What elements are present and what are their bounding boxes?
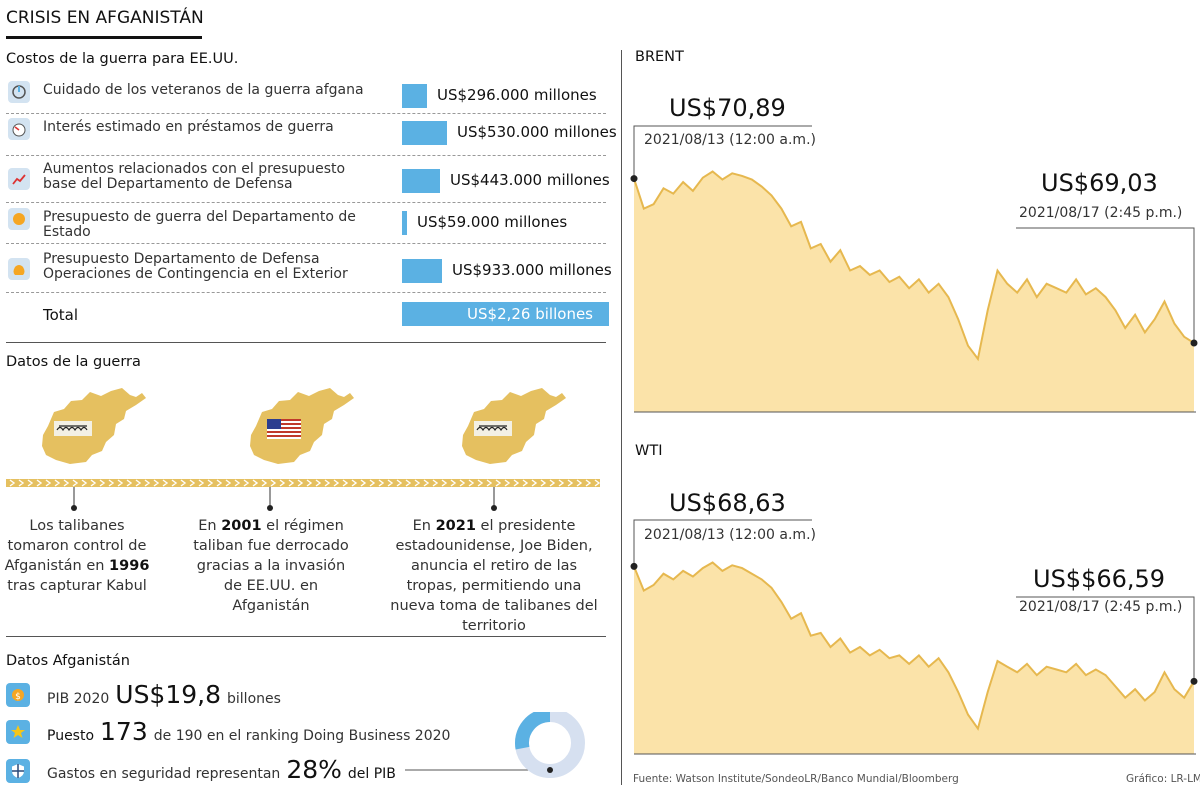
wti-area-chart	[630, 519, 1198, 755]
coin-icon	[8, 208, 30, 230]
wti-line	[633, 561, 1195, 731]
rank-suffix: de 190 en el ranking Doing Business 2020	[153, 728, 451, 744]
row-separator	[6, 113, 606, 114]
cost-label: Presupuesto de guerra del Departamento d…	[43, 209, 356, 240]
donut-leader-dot	[547, 767, 553, 773]
column-divider	[621, 50, 622, 785]
timeline-dot-1996	[71, 505, 77, 511]
brent-end-price: US$69,03	[1041, 169, 1158, 197]
trend-up-icon	[8, 168, 30, 190]
veterans-icon	[8, 81, 30, 103]
brent-start-leader	[633, 125, 812, 179]
star-icon	[6, 720, 30, 744]
timeline-band	[6, 479, 601, 487]
row-separator	[6, 202, 606, 203]
cost-bar	[402, 84, 427, 108]
wti-end-price: US$$66,59	[1033, 565, 1166, 593]
cost-value: US$530.000 millones	[457, 123, 617, 141]
afg-heading: Datos Afganistán	[6, 653, 130, 669]
gdp-value: US$19,8	[115, 680, 222, 709]
wti-end-date: 2021/08/17 (2:45 p.m.)	[1019, 599, 1183, 615]
row-separator	[6, 292, 606, 293]
cost-bar	[402, 259, 442, 283]
rank-value: 173	[100, 717, 148, 746]
war-timeline	[6, 388, 601, 511]
wti-area	[634, 562, 1194, 754]
brent-start-price: US$70,89	[669, 94, 786, 122]
timeline-dot-2021	[491, 505, 497, 511]
timeline-dot-2001	[267, 505, 273, 511]
event-2001: En 2001 el régimen taliban fue derrocado…	[193, 518, 349, 614]
cost-value: US$443.000 millones	[450, 171, 610, 189]
cost-bar	[402, 211, 407, 235]
cost-bar	[402, 169, 440, 193]
total-label: Total	[43, 306, 79, 324]
row-separator	[6, 243, 606, 244]
wti-chart-title: WTI	[635, 443, 663, 459]
coin-icon: $	[6, 683, 30, 707]
gdp-suffix: billones	[227, 691, 281, 707]
cost-label: Cuidado de los veteranos de la guerra af…	[43, 82, 364, 98]
wti-end-leader	[1016, 596, 1195, 682]
money-bag-icon	[8, 258, 30, 280]
rank-prefix: Puesto	[47, 728, 95, 744]
war-heading: Datos de la guerra	[6, 354, 141, 370]
cost-label: Presupuesto Departamento de Defensa Oper…	[43, 251, 348, 282]
brent-start-point	[630, 175, 638, 183]
page-title: CRISIS EN AFGANISTÁN	[6, 8, 204, 28]
source-note: Fuente: Watson Institute/SondeoLR/Banco …	[633, 773, 959, 785]
event-2021: En 2021 el presidente estadounidense, Jo…	[390, 518, 598, 634]
afghanistan-map-2001	[250, 388, 354, 464]
cost-label: Interés estimado en préstamos de guerra	[43, 119, 334, 135]
price-charts	[630, 125, 1198, 755]
brent-end-point	[1190, 339, 1198, 347]
title-underline	[6, 36, 202, 39]
credit-note: Gráfico: LR-LM	[1126, 773, 1200, 785]
taliban-flag-icon	[474, 421, 512, 436]
section-divider	[6, 342, 606, 343]
total-bar: US$2,26 billones	[402, 302, 609, 326]
wti-end-point	[1190, 677, 1198, 685]
wti-start-date: 2021/08/13 (12:00 a.m.)	[644, 527, 816, 543]
brent-end-date: 2021/08/17 (2:45 p.m.)	[1019, 205, 1183, 221]
brent-area	[634, 171, 1194, 412]
taliban-flag-icon	[54, 421, 92, 436]
afghanistan-map-1996	[42, 388, 146, 464]
section-divider	[6, 636, 606, 637]
gdp-prefix: PIB 2020	[47, 691, 110, 707]
brent-end-leader	[1016, 227, 1195, 344]
brent-line	[633, 170, 1195, 362]
donut-slice-security	[515, 712, 551, 750]
brent-chart-title: BRENT	[635, 49, 684, 65]
gdp-row: PIB 2020 US$19,8 billones	[47, 680, 281, 710]
security-row: Gastos en seguridad representan 28% del …	[47, 755, 396, 785]
afghanistan-map-2021	[462, 388, 566, 464]
security-donut	[405, 712, 585, 778]
gauge-icon	[8, 118, 30, 140]
wti-start-price: US$68,63	[669, 489, 786, 517]
total-value: US$2,26 billones	[467, 305, 593, 323]
rank-row: Puesto 173 de 190 en el ranking Doing Bu…	[47, 717, 450, 747]
shield-icon	[6, 759, 30, 783]
wti-start-leader	[633, 519, 812, 567]
costs-heading: Costos de la guerra para EE.UU.	[6, 51, 239, 67]
svg-text:$: $	[15, 692, 21, 702]
wti-start-point	[630, 562, 638, 570]
brent-area-chart	[630, 125, 1198, 413]
us-flag-icon	[267, 419, 301, 439]
security-prefix: Gastos en seguridad representan	[47, 766, 281, 782]
cost-label: Aumentos relacionados con el presupuesto…	[43, 161, 346, 192]
security-suffix: del PIB	[347, 766, 396, 782]
security-value: 28%	[286, 755, 342, 784]
cost-value: US$933.000 millones	[452, 261, 612, 279]
brent-start-date: 2021/08/13 (12:00 a.m.)	[644, 132, 816, 148]
row-separator	[6, 155, 606, 156]
cost-value: US$59.000 millones	[417, 213, 568, 231]
cost-bar	[402, 121, 447, 145]
cost-value: US$296.000 millones	[437, 86, 597, 104]
event-1996: Los talibanes tomaron control de Afganis…	[4, 518, 150, 594]
